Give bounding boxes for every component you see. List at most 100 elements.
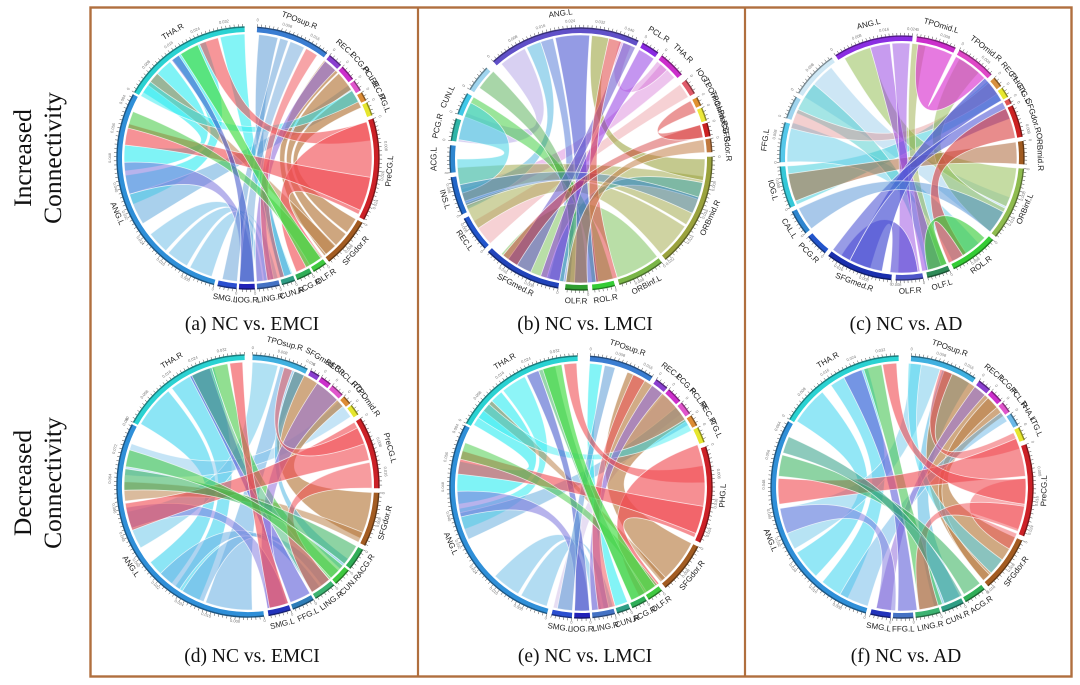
svg-text:0: 0 [290,611,294,617]
svg-text:0: 0 [332,47,337,53]
svg-text:0.024: 0.024 [685,233,695,245]
svg-text:0: 0 [773,161,778,164]
svg-text:0.008: 0.008 [858,275,870,283]
svg-text:0.024: 0.024 [788,562,798,574]
svg-text:0: 0 [323,368,328,374]
svg-text:0: 0 [671,381,677,387]
svg-text:0.048: 0.048 [761,479,766,490]
svg-text:0.032: 0.032 [664,256,675,267]
svg-text:0.008: 0.008 [507,33,519,43]
svg-text:0.008: 0.008 [1025,123,1032,135]
svg-text:0: 0 [863,615,867,621]
svg-text:0: 0 [694,409,700,414]
svg-text:0.016: 0.016 [383,466,389,477]
svg-text:0: 0 [717,155,722,158]
svg-text:0.024: 0.024 [907,26,918,32]
svg-text:0.048: 0.048 [440,481,445,492]
svg-text:(b) NC vs. LMCI: (b) NC vs. LMCI [517,314,652,335]
svg-text:0.024: 0.024 [174,598,186,608]
svg-text:0.024: 0.024 [187,354,199,363]
svg-text:0: 0 [614,615,618,621]
svg-text:0.008: 0.008 [832,601,844,611]
svg-text:0: 0 [912,619,915,624]
svg-text:0.064: 0.064 [451,422,460,434]
svg-text:0.008: 0.008 [1019,190,1027,202]
svg-text:0.024: 0.024 [1027,524,1035,536]
svg-text:0: 0 [702,422,708,427]
svg-text:0.024: 0.024 [846,354,858,363]
svg-text:0.032: 0.032 [549,347,561,354]
svg-text:0: 0 [777,113,783,117]
svg-text:0: 0 [124,416,130,421]
svg-text:0.016: 0.016 [201,611,213,619]
svg-text:0: 0 [820,254,825,260]
svg-text:0: 0 [326,264,331,270]
svg-text:0.032: 0.032 [774,536,783,548]
svg-text:0: 0 [916,27,920,32]
svg-text:0: 0 [263,618,267,623]
svg-text:0.008: 0.008 [716,469,722,480]
svg-text:0.016: 0.016 [488,586,499,597]
svg-text:IOG.R: IOG.R [571,624,594,633]
svg-text:0: 0 [1014,407,1020,412]
svg-text:0: 0 [664,47,669,53]
svg-text:0.016: 0.016 [808,584,819,595]
svg-text:0: 0 [125,86,131,91]
svg-text:0: 0 [711,119,717,123]
svg-text:0.056: 0.056 [764,448,771,460]
svg-text:0: 0 [455,214,461,219]
svg-text:0.032: 0.032 [595,19,606,25]
svg-text:0: 0 [949,271,954,277]
svg-text:0.032: 0.032 [875,347,886,354]
svg-text:0: 0 [800,233,806,238]
svg-text:0.016: 0.016 [712,497,718,508]
svg-text:0.016: 0.016 [879,26,890,32]
svg-text:0.016: 0.016 [833,263,845,273]
svg-text:LING.R: LING.R [256,292,284,305]
svg-text:0: 0 [993,240,999,246]
svg-text:0: 0 [889,619,892,624]
svg-text:FFG.L: FFG.L [759,128,771,152]
svg-text:0.008: 0.008 [936,350,948,358]
svg-text:0.032: 0.032 [219,18,230,25]
svg-text:PreCG.L: PreCG.L [384,155,396,187]
svg-text:0.016: 0.016 [494,370,506,380]
svg-text:0: 0 [347,389,353,395]
svg-text:(f) NC vs. AD: (f) NC vs. AD [851,646,962,667]
svg-text:(d) NC vs. EMCI: (d) NC vs. EMCI [184,646,319,667]
svg-text:0.008: 0.008 [230,618,241,624]
svg-text:0: 0 [985,589,990,595]
svg-text:0: 0 [997,71,1003,77]
svg-text:0.080: 0.080 [121,415,130,427]
svg-text:0: 0 [1028,139,1033,143]
svg-text:0.008: 0.008 [513,603,525,612]
svg-text:0.016: 0.016 [498,265,510,275]
svg-text:0.008: 0.008 [804,61,815,72]
svg-text:SMG.L: SMG.L [212,292,239,305]
svg-text:0.008: 0.008 [940,32,952,40]
svg-text:0: 0 [486,53,492,59]
svg-text:0.032: 0.032 [121,210,130,222]
svg-text:0.016: 0.016 [535,22,547,30]
svg-text:0.008: 0.008 [615,350,627,358]
svg-text:0.032: 0.032 [454,539,463,551]
svg-text:PHG.L: PHG.L [717,483,727,508]
svg-text:0.008: 0.008 [771,128,778,140]
svg-text:0: 0 [371,97,377,102]
svg-text:0.008: 0.008 [1037,466,1043,477]
svg-text:0.016: 0.016 [310,32,322,42]
svg-text:0: 0 [1023,539,1029,544]
svg-text:0: 0 [710,442,716,446]
svg-text:0.016: 0.016 [379,170,385,181]
svg-text:0.040: 0.040 [112,182,119,194]
svg-text:0.008: 0.008 [710,180,717,192]
svg-text:0: 0 [479,249,485,255]
svg-text:0: 0 [441,137,446,141]
svg-text:0: 0 [644,34,649,40]
svg-text:0.016: 0.016 [985,584,996,595]
svg-text:ROL.R: ROL.R [593,292,619,305]
svg-text:0: 0 [364,412,370,417]
svg-text:0.024: 0.024 [520,355,532,364]
svg-text:0: 0 [349,570,355,576]
svg-text:0: 0 [630,610,635,616]
